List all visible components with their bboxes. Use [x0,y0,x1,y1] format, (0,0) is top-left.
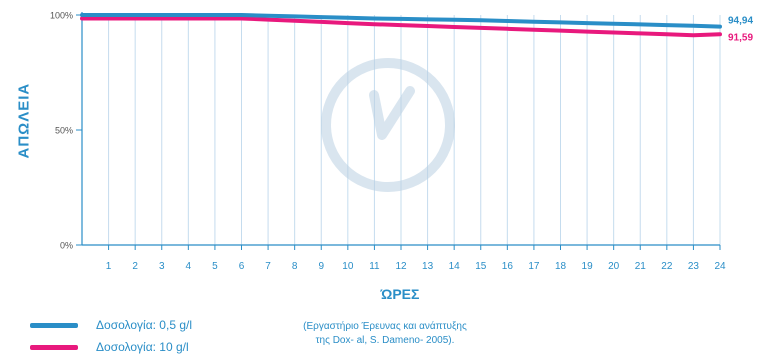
x-tick-label: 4 [186,261,192,272]
source-note-line-2: της Dox- al, S. Dameno- 2005). [315,335,455,346]
x-tick-label: 6 [239,261,245,272]
x-tick-label: 22 [661,261,673,272]
x-tick-label: 3 [159,261,165,272]
y-tick-label: 0% [60,241,73,251]
x-tick-label: 8 [292,261,298,272]
x-tick-label: 1 [106,261,112,272]
x-tick-label: 20 [608,261,620,272]
x-tick-label: 9 [318,261,324,272]
x-tick-label: 5 [212,261,218,272]
x-tick-label: 16 [502,261,514,272]
y-tick-label: 50% [55,126,73,136]
x-tick-label: 7 [265,261,271,272]
legend-item-series-2: Δοσολογία: 10 g/l [30,340,189,354]
x-tick-label: 24 [714,261,726,272]
legend-swatch-series-2 [30,344,78,350]
x-tick-label: 21 [635,261,647,272]
x-tick-label: 18 [555,261,567,272]
x-tick-label: 2 [132,261,138,272]
x-tick-label: 12 [395,261,407,272]
x-tick-label: 11 [369,261,380,272]
y-axis-label: ΑΠΩΛΕΙΑ [15,82,33,159]
x-tick-label: 10 [342,261,354,272]
watermark-check-icon [369,86,415,140]
legend-swatch-series-1 [30,322,78,328]
legend-item-series-1: Δοσολογία: 0,5 g/l [30,318,192,332]
x-tick-label: 19 [582,261,594,272]
y-tick-label: 100% [50,11,73,21]
legend-label-series-1: Δοσολογία: 0,5 g/l [96,318,192,332]
source-note: (Εργαστήριο Έρευνας και ανάπτυξης της Do… [290,320,480,348]
x-tick-label: 17 [528,261,540,272]
watermark-clock-icon [321,58,455,192]
x-tick-label: 13 [422,261,434,272]
series-line-1 [80,13,722,29]
series-line-2 [80,16,722,38]
source-note-line-1: (Εργαστήριο Έρευνας και ανάπτυξης [303,321,467,332]
legend-label-series-2: Δοσολογία: 10 g/l [96,340,189,354]
x-axis-label: ΏΡΕΣ [380,286,420,302]
x-tick-label: 15 [475,261,487,272]
x-tick-label: 23 [688,261,700,272]
series-end-label-1: 94,94 [728,16,753,27]
x-tick-label: 14 [449,261,461,272]
series-end-label-2: 91,59 [728,32,753,43]
